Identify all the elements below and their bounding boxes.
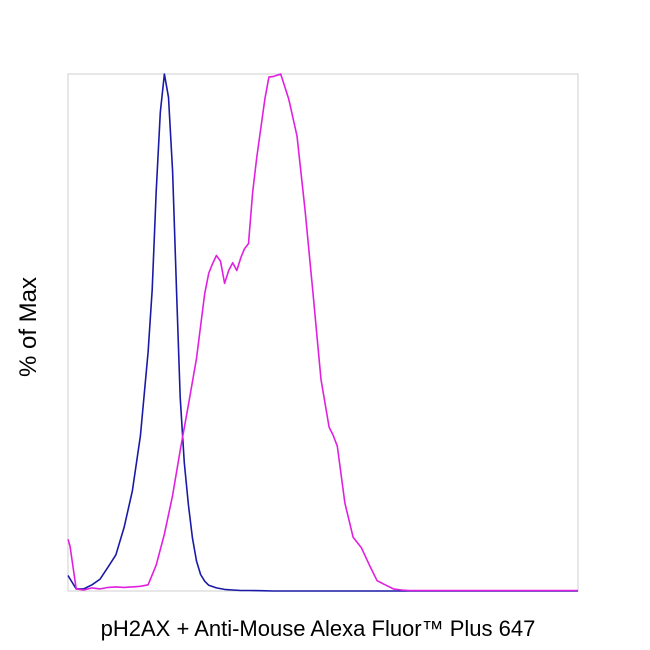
histogram-series-2-line (67, 73, 578, 592)
x-axis-label: pH2AX + Anti-Mouse Alexa Fluor™ Plus 647 (101, 616, 536, 641)
histogram-series-1-line (67, 73, 578, 592)
plot-frame (67, 73, 579, 592)
series-layer (67, 73, 578, 592)
y-axis-label: % of Max (15, 277, 42, 377)
